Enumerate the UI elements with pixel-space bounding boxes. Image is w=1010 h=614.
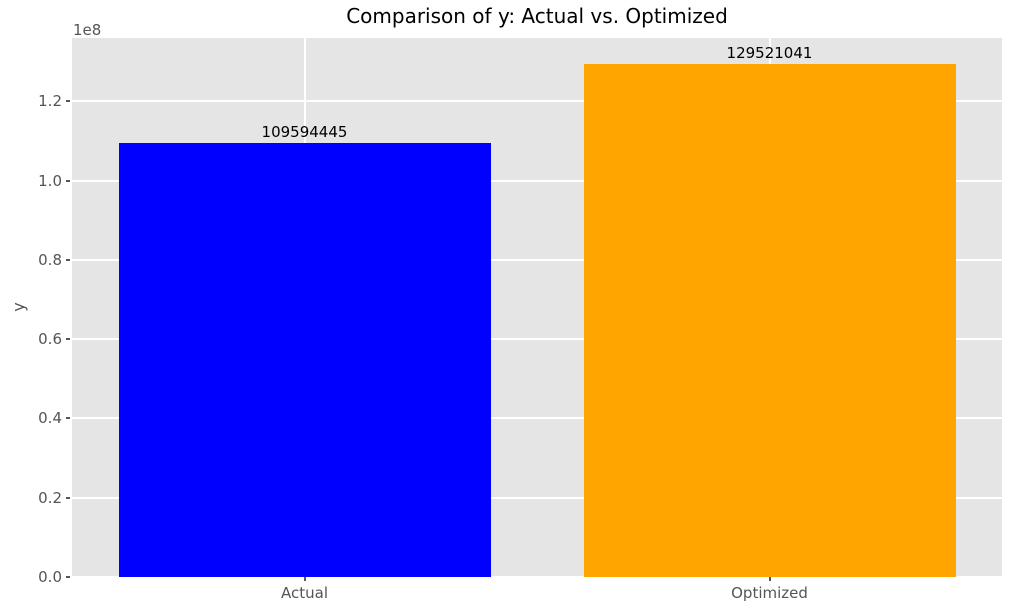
y-tick-mark (66, 338, 70, 341)
y-tick-label: 0.8 (38, 250, 62, 269)
y-axis-offset-text: 1e8 (73, 21, 102, 39)
y-tick-mark (66, 576, 70, 578)
bar-actual (118, 142, 491, 577)
y-axis-label: y (8, 302, 28, 312)
y-tick-mark (66, 100, 70, 103)
x-tick-label: Optimized (731, 584, 808, 602)
bar-value-label: 129521041 (726, 43, 813, 62)
y-tick-mark (66, 496, 70, 499)
y-tick-label: 0.2 (38, 488, 62, 507)
horizontal-gridline (72, 100, 1002, 103)
horizontal-gridline (72, 179, 1002, 182)
y-tick-label: 1.0 (38, 171, 62, 190)
horizontal-gridline (72, 576, 1002, 577)
y-tick-label: 0.6 (38, 330, 62, 349)
y-tick-label: 1.2 (38, 92, 62, 111)
horizontal-gridline (72, 338, 1002, 341)
y-tick-mark (66, 417, 70, 420)
horizontal-gridline (72, 258, 1002, 261)
horizontal-gridline (72, 417, 1002, 420)
bar-optimized (583, 63, 956, 577)
x-tick-mark (303, 577, 306, 581)
y-tick-mark (66, 258, 70, 261)
bar-value-label: 109594445 (261, 122, 348, 141)
x-tick-label: Actual (281, 584, 328, 602)
horizontal-gridline (72, 496, 1002, 499)
y-tick-label: 0.4 (38, 409, 62, 428)
x-tick-mark (768, 577, 771, 581)
y-tick-label: 0.0 (38, 568, 62, 586)
chart-title: Comparison of y: Actual vs. Optimized (346, 4, 728, 28)
plot-area: 109594445 129521041 (72, 38, 1002, 577)
y-tick-mark (66, 179, 70, 182)
